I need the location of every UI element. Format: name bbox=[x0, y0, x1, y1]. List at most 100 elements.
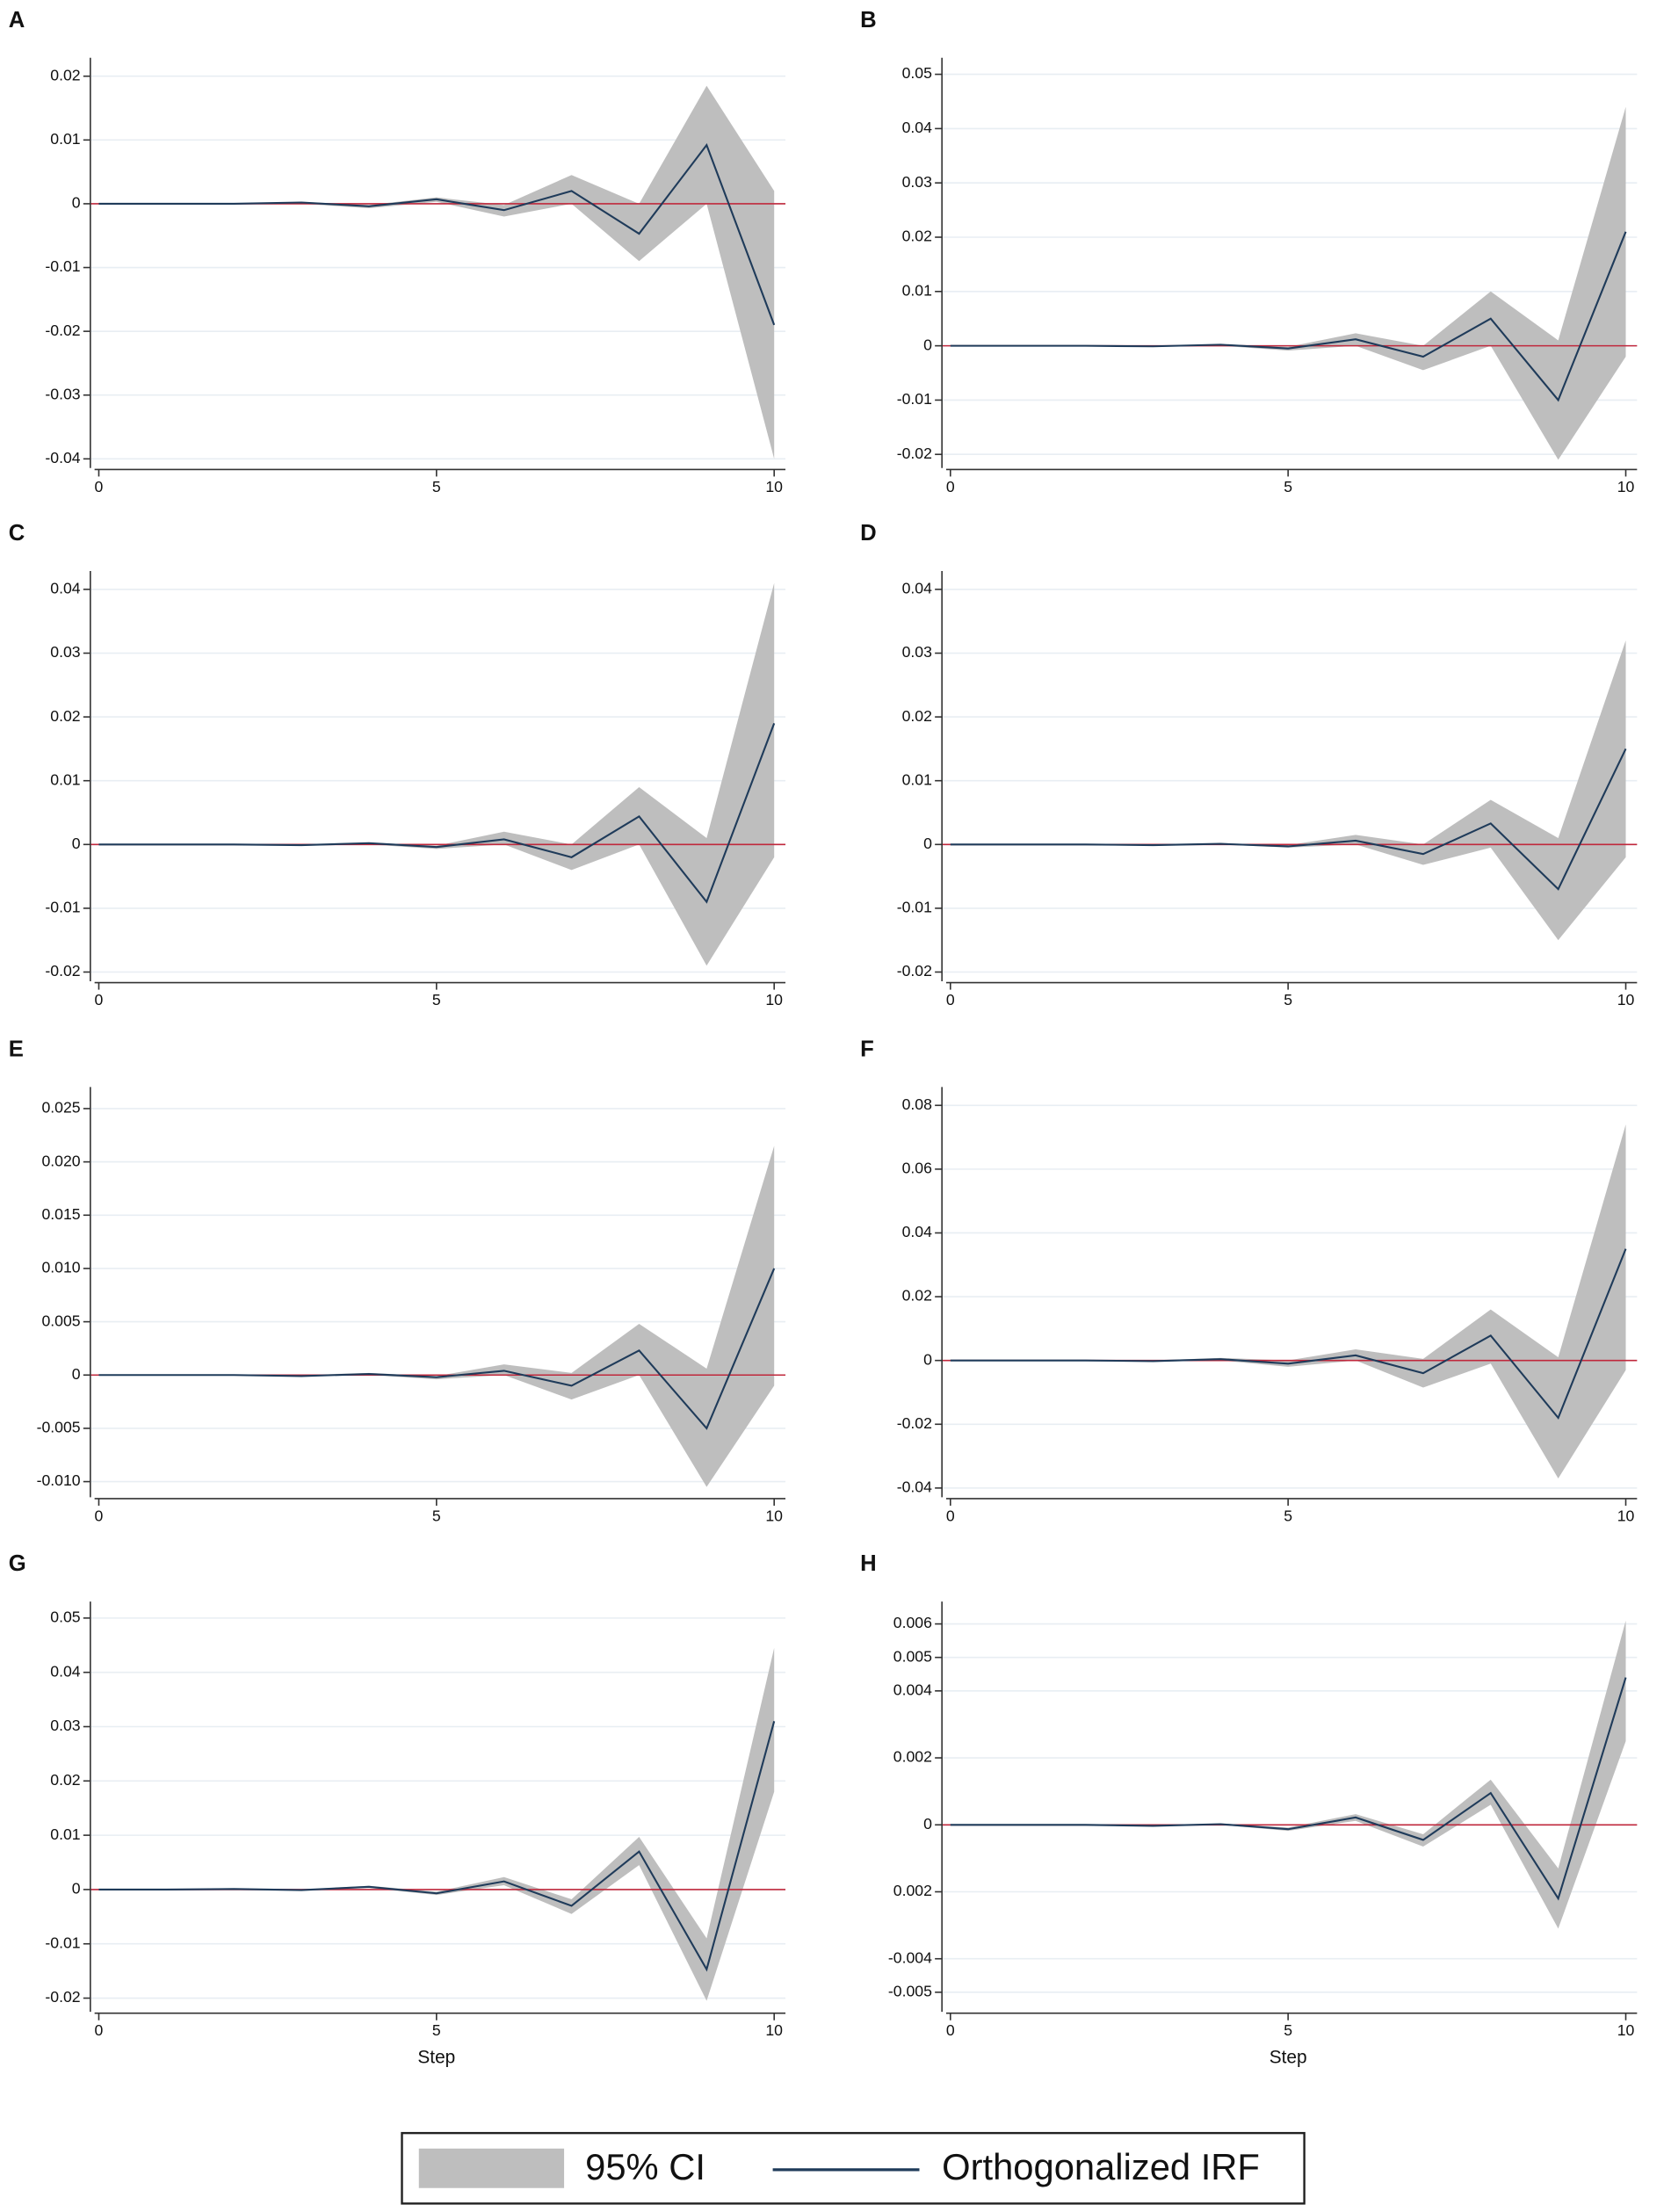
y-tick-label: -0.01 bbox=[897, 390, 932, 408]
x-tick-label: 5 bbox=[1284, 1507, 1292, 1524]
x-tick-label: 0 bbox=[95, 1507, 104, 1524]
y-tick-label: 0.03 bbox=[902, 643, 933, 661]
y-tick-label: -0.004 bbox=[888, 1948, 932, 1966]
y-tick-label: 0 bbox=[923, 1350, 932, 1368]
y-tick-label: -0.01 bbox=[45, 899, 80, 916]
irf-line bbox=[98, 143, 776, 326]
y-tick-label: 0.04 bbox=[902, 1223, 933, 1240]
x-tick-label: 5 bbox=[1284, 478, 1292, 495]
y-tick-label: 0.01 bbox=[902, 281, 932, 299]
y-tick-label: -0.02 bbox=[897, 445, 932, 462]
y-tick-label: 0.02 bbox=[50, 1771, 80, 1789]
x-tick-label: 5 bbox=[1284, 2021, 1292, 2039]
y-tick-label: 0.08 bbox=[902, 1095, 933, 1113]
y-tick-label: 0 bbox=[923, 336, 932, 353]
panel: F 0.08 0.06 0.04 0.02 0 -0.02 -0.04 0 5 10 bbox=[860, 1037, 1638, 1524]
y-tick-label: -0.02 bbox=[45, 322, 80, 339]
x-tick-label: 10 bbox=[765, 1507, 783, 1524]
x-tick-label: 0 bbox=[95, 2021, 104, 2039]
y-tick-label: 0.01 bbox=[50, 1825, 80, 1843]
y-tick-label: -0.005 bbox=[37, 1419, 81, 1436]
y-tick-label: 0.025 bbox=[41, 1099, 80, 1117]
y-tick-label: 0.04 bbox=[902, 119, 933, 136]
x-tick-label: 10 bbox=[765, 2021, 783, 2039]
ci-band bbox=[950, 1124, 1626, 1478]
ci-band bbox=[950, 640, 1626, 941]
x-tick-label: 0 bbox=[95, 991, 104, 1008]
y-tick-label: 0.04 bbox=[902, 580, 933, 597]
y-tick-label: -0.02 bbox=[45, 1988, 80, 2006]
irf-line bbox=[98, 1721, 776, 1972]
y-tick-label: 0.005 bbox=[893, 1647, 932, 1665]
y-tick-label: -0.02 bbox=[897, 962, 932, 979]
y-tick-label: 0.002 bbox=[893, 1748, 932, 1766]
legend-label: 95% CI bbox=[585, 2146, 705, 2187]
panel: C 0.04 0.03 0.02 0.01 0 -0.01 -0.02 0 5 10 bbox=[9, 521, 786, 1008]
panel-label: A bbox=[9, 8, 25, 33]
y-tick-label: 0.06 bbox=[902, 1160, 933, 1177]
y-tick-label: 0.004 bbox=[893, 1681, 932, 1698]
y-tick-label: 0.002 bbox=[893, 1882, 932, 1899]
y-tick-label: 0 bbox=[72, 1365, 81, 1383]
y-tick-label: -0.03 bbox=[45, 385, 80, 402]
x-tick-label: 10 bbox=[1617, 1507, 1635, 1524]
y-tick-label: 0 bbox=[923, 835, 932, 852]
y-tick-label: 0.020 bbox=[41, 1152, 80, 1169]
ci-band bbox=[950, 106, 1626, 460]
x-tick-label: 5 bbox=[432, 478, 441, 495]
y-tick-label: 0.04 bbox=[50, 1662, 81, 1680]
panel: G 0.05 0.04 0.03 0.02 0.01 0 -0.01 -0.02 0 5 10 Step bbox=[9, 1551, 786, 2068]
y-tick-label: 0 bbox=[72, 835, 81, 852]
y-tick-label: 0.04 bbox=[50, 580, 81, 597]
irf-line bbox=[98, 1268, 776, 1430]
panel: H 0.006 0.005 0.004 0.002 0 0.002 -0.004 -0.005 0… bbox=[860, 1551, 1638, 2068]
y-tick-label: 0 bbox=[72, 194, 81, 212]
y-tick-label: 0 bbox=[72, 1880, 81, 1898]
y-tick-label: 0.03 bbox=[50, 1717, 81, 1734]
y-tick-label: 0.010 bbox=[41, 1259, 80, 1276]
irf-line bbox=[950, 748, 1627, 891]
y-tick-label: -0.02 bbox=[897, 1414, 932, 1432]
x-tick-label: 0 bbox=[95, 478, 104, 495]
ci-band bbox=[98, 1647, 775, 2001]
y-tick-label: -0.01 bbox=[45, 257, 80, 275]
y-tick-label: 0.01 bbox=[902, 770, 932, 788]
irf-line bbox=[950, 231, 1627, 402]
y-tick-label: 0.006 bbox=[893, 1614, 932, 1631]
y-tick-label: 0.05 bbox=[902, 64, 933, 82]
x-axis-label: Step bbox=[1270, 2048, 1307, 2068]
y-tick-label: 0.01 bbox=[50, 770, 80, 788]
x-tick-label: 0 bbox=[946, 1507, 955, 1524]
panel-label: B bbox=[860, 8, 877, 33]
x-tick-label: 5 bbox=[432, 991, 441, 1008]
x-tick-label: 0 bbox=[946, 991, 955, 1008]
y-tick-label: 0.005 bbox=[41, 1312, 80, 1329]
y-tick-label: 0.02 bbox=[902, 228, 932, 245]
y-tick-label: 0.015 bbox=[41, 1205, 80, 1223]
y-tick-label: 0.03 bbox=[50, 643, 81, 661]
panel-label: H bbox=[860, 1551, 877, 1576]
x-tick-label: 10 bbox=[1617, 2021, 1635, 2039]
ci-band bbox=[98, 1146, 775, 1487]
y-tick-label: 0.02 bbox=[50, 707, 80, 725]
ci-band bbox=[98, 582, 775, 966]
irf-line bbox=[950, 1677, 1627, 1901]
panel: B 0.05 0.04 0.03 0.02 0.01 0 -0.01 -0.02 0 5 10 bbox=[860, 8, 1638, 495]
y-tick-label: 0.02 bbox=[902, 1287, 932, 1305]
y-tick-label: 0.02 bbox=[50, 66, 80, 83]
y-tick-label: 0.05 bbox=[50, 1608, 81, 1626]
irf-line bbox=[950, 1248, 1627, 1420]
panel-label: D bbox=[860, 521, 877, 546]
y-tick-label: -0.010 bbox=[37, 1471, 81, 1489]
y-tick-label: 0.01 bbox=[50, 130, 80, 148]
y-tick-label: 0.02 bbox=[902, 707, 932, 725]
legend-swatch-ci bbox=[418, 2148, 565, 2188]
x-tick-label: 0 bbox=[946, 478, 955, 495]
legend-label: Orthogonalized IRF bbox=[942, 2146, 1260, 2187]
y-tick-label: 0.03 bbox=[902, 173, 933, 191]
panel-label: C bbox=[9, 521, 25, 546]
panel-label: E bbox=[9, 1037, 24, 1061]
y-tick-label: -0.01 bbox=[897, 899, 932, 916]
x-tick-label: 5 bbox=[1284, 991, 1292, 1008]
